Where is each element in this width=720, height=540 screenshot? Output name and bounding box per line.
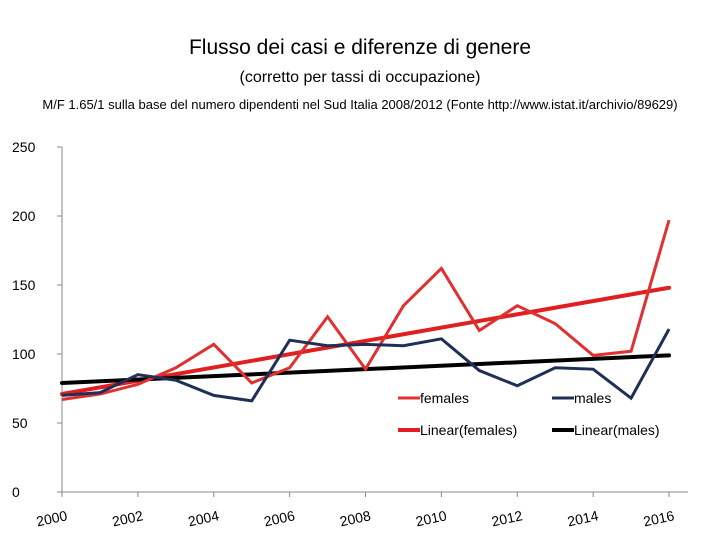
x-tick-label: 2000 [35, 507, 69, 529]
legend-label: males [574, 390, 611, 406]
x-tick-label: 2004 [187, 507, 221, 529]
trendline-females [60, 285, 672, 397]
y-tick-label: 250 [12, 139, 36, 155]
y-tick-label: 200 [12, 208, 36, 224]
x-tick-label: 2010 [414, 507, 448, 529]
y-tick-label: 100 [12, 346, 36, 362]
legend-label: females [420, 390, 469, 406]
legend-label: Linear(females) [420, 422, 517, 438]
x-tick-label: 2014 [566, 507, 600, 529]
x-tick-label: 2006 [262, 507, 296, 529]
legend-label: Linear(males) [574, 422, 660, 438]
series-line-males [61, 328, 671, 403]
x-tick-label: 2012 [490, 507, 524, 529]
series-line-females [61, 219, 671, 402]
x-tick-label: 2008 [338, 507, 372, 529]
chart-title: Flusso dei casi e diferenze di genere [188, 36, 532, 59]
y-tick-label: 50 [12, 415, 28, 431]
x-tick-label: 2016 [642, 507, 676, 529]
chart-subtitle: (corretto per tassi di occupazione) [239, 69, 481, 86]
chart-note: M/F 1.65/1 sulla base del numero dipende… [42, 97, 678, 112]
y-tick-label: 150 [12, 277, 36, 293]
legend: females males Linear(females) Linear(males) [398, 390, 660, 438]
axes: 0 50 100 150 200 250 2000 2002 2004 2006 2008 2010 2… [12, 139, 688, 529]
x-tick-label: 2002 [111, 507, 145, 529]
plot-area [60, 219, 672, 403]
y-tick-label: 0 [12, 484, 20, 500]
